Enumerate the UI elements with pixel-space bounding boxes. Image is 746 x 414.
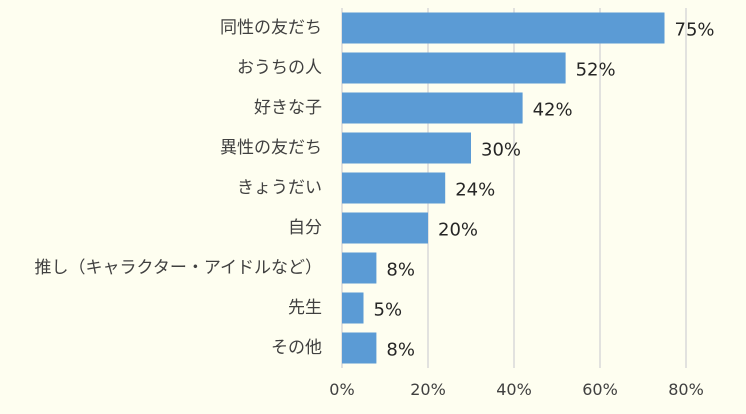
bar [342,252,377,284]
category-label: 自分 [288,218,322,238]
category-label: 推し（キャラクター・アイドルなど） [35,258,322,278]
bar [342,332,377,364]
data-label: 30% [481,140,521,161]
bar [342,12,665,44]
bar [342,292,364,324]
data-label: 8% [386,260,415,281]
category-label: おうちの人 [237,58,322,78]
data-label: 20% [438,220,478,241]
x-tick-label: 80% [668,380,704,399]
category-labels: 同性の友だちおうちの人好きな子異性の友だちきょうだい自分推し（キャラクター・アイ… [35,18,322,358]
category-label: 異性の友だち [220,138,322,158]
x-tick-label: 20% [410,380,446,399]
data-label: 5% [374,300,403,321]
bar [342,132,471,164]
bar [342,52,566,84]
data-label: 42% [533,100,573,121]
category-label: 好きな子 [254,98,322,118]
x-axis-tick-labels: 0% 20% 40% 60% 80% [329,380,703,399]
category-label: 同性の友だち [220,18,322,38]
bar [342,92,523,124]
bar [342,212,428,244]
data-label: 52% [576,60,616,81]
x-tick-label: 60% [582,380,618,399]
bar [342,172,446,204]
data-label: 24% [455,180,495,201]
data-label: 8% [386,340,415,361]
category-label: きょうだい [237,178,322,198]
category-label: その他 [271,338,322,358]
x-tick-label: 40% [496,380,532,399]
bars [342,12,665,364]
value-labels: 75% 52%42% 30% 24% 20% 8% 5% 8% [374,20,715,361]
x-tick-label: 0% [329,380,354,399]
data-label: 75% [675,20,715,41]
category-label: 先生 [288,298,322,318]
